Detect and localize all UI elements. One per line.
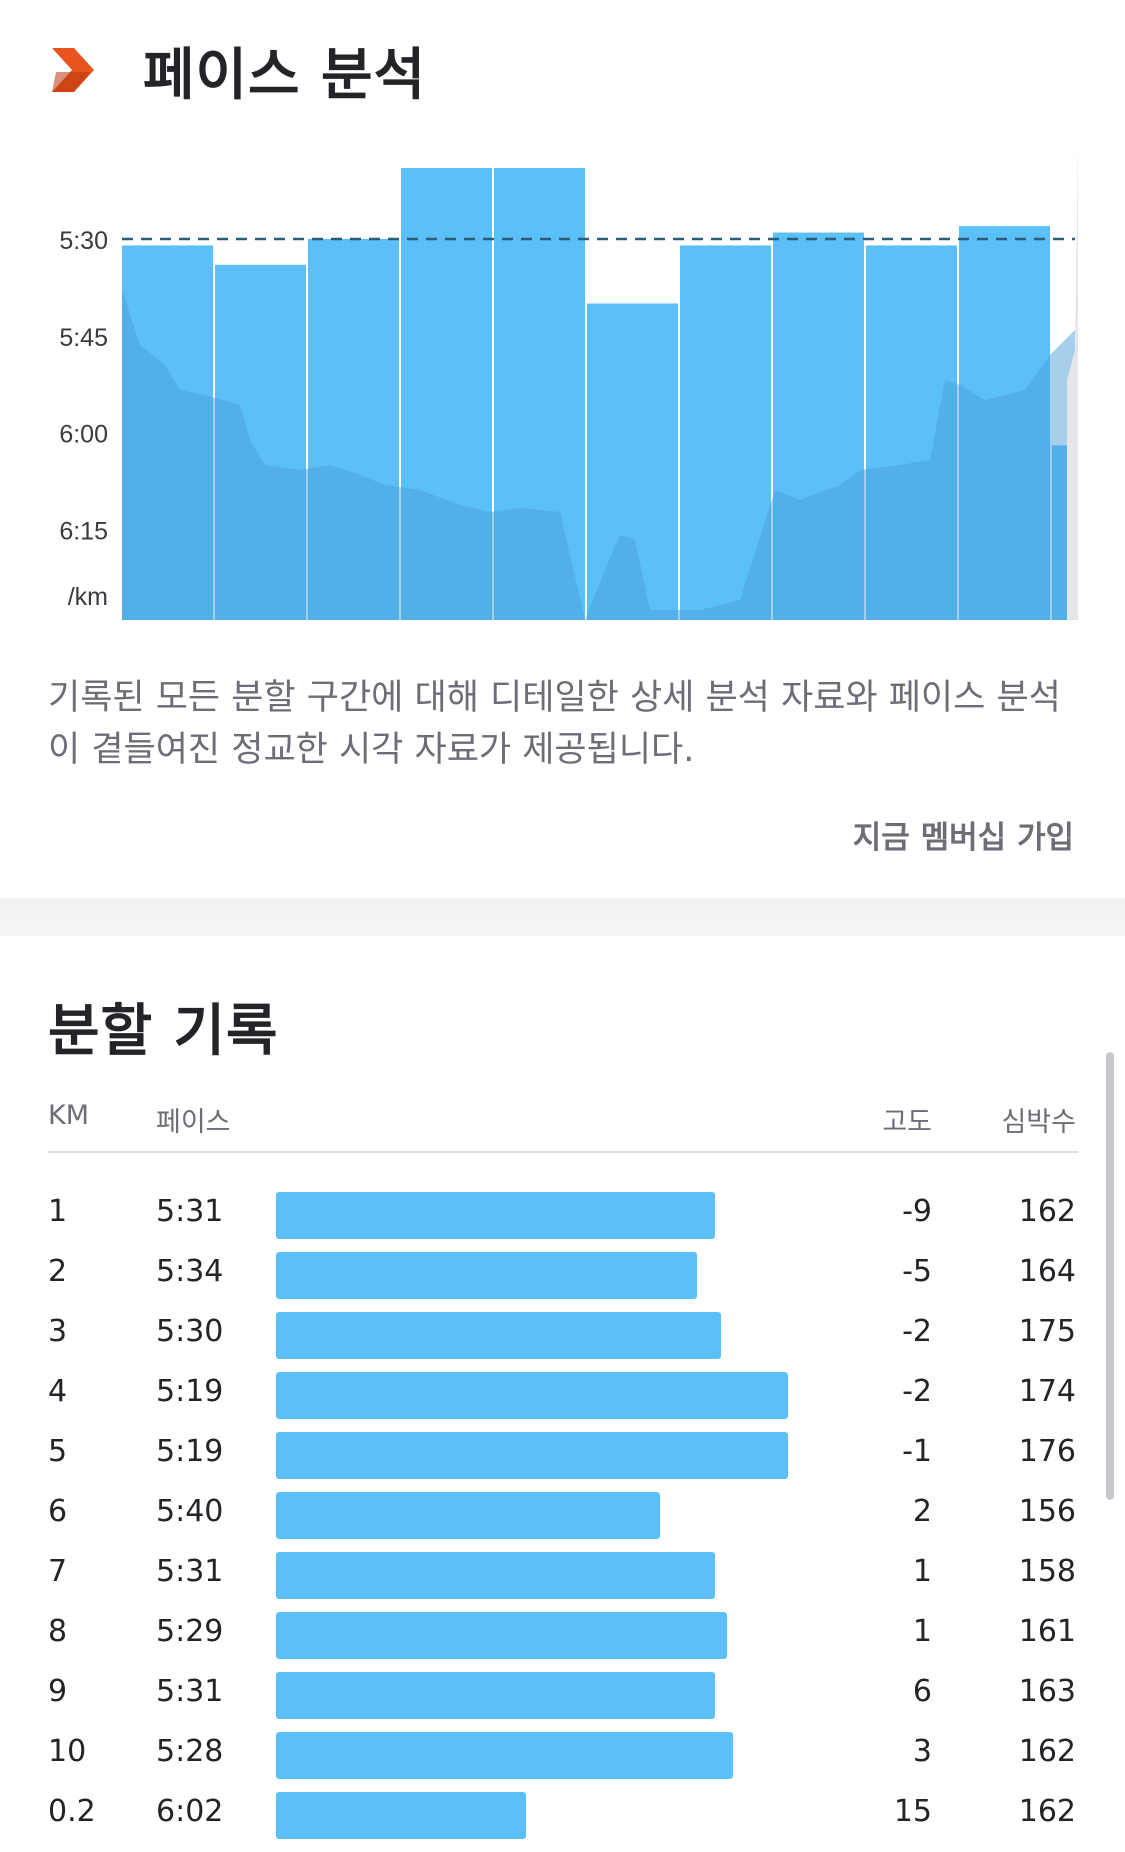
split-elevation: -2 — [902, 1374, 932, 1409]
split-km: 9 — [48, 1674, 68, 1709]
table-row[interactable]: 4 5:19 -2 174 — [0, 1368, 1125, 1428]
split-pace: 5:19 — [156, 1374, 224, 1409]
split-pace-bar — [276, 1432, 788, 1479]
join-membership-link[interactable]: 지금 멤버십 가입 — [852, 820, 1074, 856]
split-heart-rate: 164 — [1018, 1254, 1076, 1289]
table-row[interactable]: 5 5:19 -1 176 — [0, 1428, 1125, 1488]
split-heart-rate: 175 — [1018, 1314, 1076, 1349]
split-pace-bar — [276, 1372, 788, 1419]
split-elevation: 1 — [912, 1614, 932, 1649]
splits-title: 분할 기록 — [48, 999, 279, 1064]
split-pace-bar — [276, 1612, 727, 1659]
split-elevation: -5 — [902, 1254, 932, 1289]
split-heart-rate: 174 — [1018, 1374, 1076, 1409]
split-km: 4 — [48, 1374, 68, 1409]
table-row[interactable]: 3 5:30 -2 175 — [0, 1308, 1125, 1368]
split-heart-rate: 163 — [1018, 1674, 1076, 1709]
split-elevation: -1 — [902, 1434, 932, 1469]
split-km: 10 — [48, 1734, 87, 1769]
split-pace: 6:02 — [156, 1794, 224, 1829]
column-header-heart-rate: 심박수 — [1001, 1107, 1076, 1138]
split-heart-rate: 162 — [1018, 1734, 1076, 1769]
split-elevation: 3 — [912, 1734, 932, 1769]
split-km: 2 — [48, 1254, 68, 1289]
column-header-elevation: 고도 — [882, 1107, 932, 1138]
split-pace: 5:30 — [156, 1314, 224, 1349]
split-pace-bar — [276, 1312, 721, 1359]
split-pace: 5:40 — [156, 1494, 224, 1529]
y-tick-label: 5:45 — [59, 324, 108, 352]
split-km: 5 — [48, 1434, 68, 1469]
split-pace: 5:29 — [156, 1614, 224, 1649]
split-pace-bar — [276, 1792, 526, 1839]
split-pace: 5:31 — [156, 1194, 224, 1229]
pace-chart: 5:30 5:45 6:00 6:15/km — [59, 140, 1078, 621]
y-axis-unit: /km — [68, 583, 108, 611]
split-heart-rate: 176 — [1018, 1434, 1076, 1469]
split-pace: 5:31 — [156, 1674, 224, 1709]
column-header-km: KM — [48, 1100, 90, 1131]
table-row[interactable]: 7 5:31 1 158 — [0, 1548, 1125, 1608]
split-elevation: -9 — [902, 1194, 932, 1229]
split-km: 3 — [48, 1314, 68, 1349]
split-pace: 5:19 — [156, 1434, 224, 1469]
split-pace: 5:31 — [156, 1554, 224, 1589]
split-heart-rate: 162 — [1018, 1794, 1076, 1829]
split-elevation: 1 — [912, 1554, 932, 1589]
table-row[interactable]: 10 5:28 3 162 — [0, 1728, 1125, 1788]
split-heart-rate: 161 — [1018, 1614, 1076, 1649]
section-divider — [0, 898, 1125, 936]
y-tick-label: 5:30 — [59, 227, 108, 255]
y-tick-label: 6:00 — [59, 421, 108, 449]
elevation-profile — [122, 290, 1075, 620]
table-row[interactable]: 9 5:31 6 163 — [0, 1668, 1125, 1728]
split-heart-rate: 156 — [1018, 1494, 1076, 1529]
y-tick-label: 6:15 — [59, 517, 108, 545]
table-row[interactable]: 0.2 6:02 15 162 — [0, 1788, 1125, 1848]
chevron-right-icon — [52, 48, 94, 92]
header-divider — [48, 1151, 1078, 1153]
split-km: 0.2 — [48, 1794, 96, 1829]
split-km: 7 — [48, 1554, 68, 1589]
table-row[interactable]: 1 5:31 -9 162 — [0, 1188, 1125, 1248]
split-elevation: 2 — [912, 1494, 932, 1529]
pace-analysis-card: 페이스 분석 5:30 5:45 6:00 6:15/km 기록된 모든 분할 구간에… — [0, 0, 1125, 898]
pace-analysis-title: 페이스 분석 — [143, 43, 427, 108]
split-heart-rate: 162 — [1018, 1194, 1076, 1229]
split-elevation: -2 — [902, 1314, 932, 1349]
pace-analysis-header: 페이스 분석 — [0, 0, 1125, 130]
table-row[interactable]: 8 5:29 1 161 — [0, 1608, 1125, 1668]
table-row[interactable]: 6 5:40 2 156 — [0, 1488, 1125, 1548]
split-heart-rate: 158 — [1018, 1554, 1076, 1589]
split-pace-bar — [276, 1492, 660, 1539]
table-row[interactable]: 2 5:34 -5 164 — [0, 1248, 1125, 1308]
split-pace-bar — [276, 1672, 715, 1719]
column-header-pace: 페이스 — [156, 1107, 231, 1138]
split-pace-bar — [276, 1552, 715, 1599]
splits-table: 1 5:31 -9 162 2 5:34 -5 164 3 5:30 -2 175 4 5:19 -2 174… — [0, 1188, 1125, 1848]
splits-card: 분할 기록 KM 페이스 고도 심박수 1 5:31 -9 162 2 5:34 -5 164… — [0, 936, 1125, 1852]
split-pace: 5:34 — [156, 1254, 224, 1289]
split-pace-bar — [276, 1252, 697, 1299]
split-km: 1 — [48, 1194, 68, 1229]
split-pace-bar — [276, 1732, 734, 1779]
pace-analysis-description: 기록된 모든 분할 구간에 대해 디테일한 상세 분석 자료와 페이스 분석이 … — [48, 678, 1061, 770]
scrollbar[interactable] — [1106, 1052, 1114, 1500]
split-km: 6 — [48, 1494, 68, 1529]
split-pace: 5:28 — [156, 1734, 224, 1769]
split-km: 8 — [48, 1614, 68, 1649]
chart-edge-shade — [1067, 140, 1078, 620]
split-elevation: 6 — [912, 1674, 932, 1709]
split-elevation: 15 — [893, 1794, 932, 1829]
split-pace-bar — [276, 1192, 715, 1239]
